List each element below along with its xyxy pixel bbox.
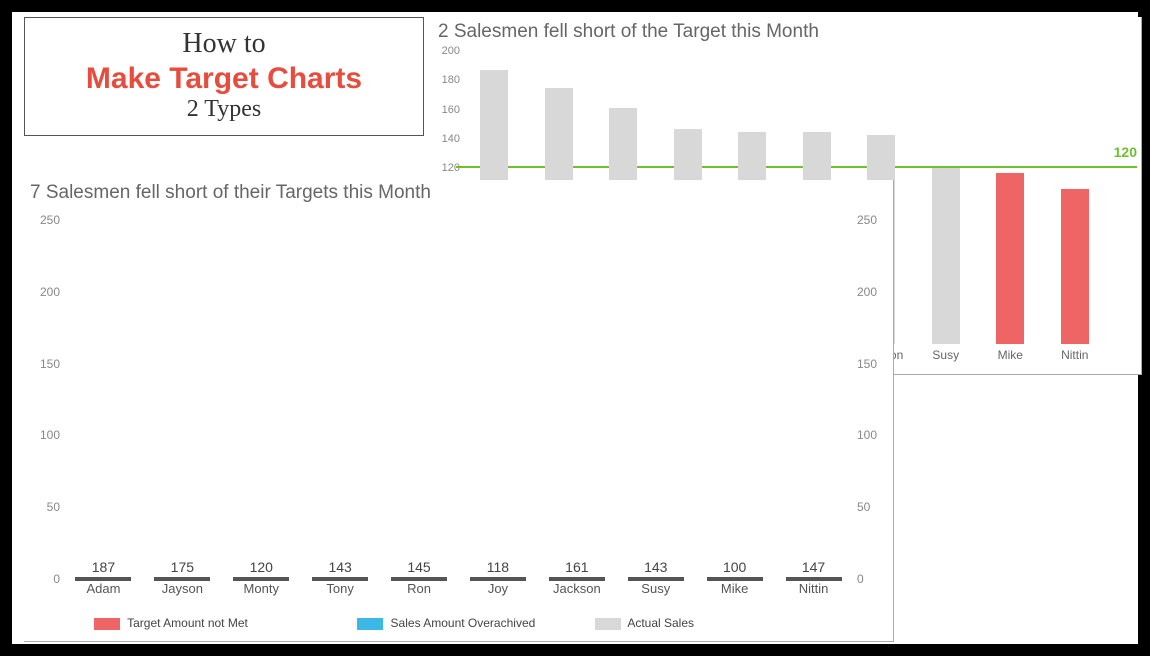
legend-label-actual: Actual Sales <box>627 616 694 630</box>
chart1-xtick: Nittin <box>799 581 829 596</box>
legend-item-notmet: Target Amount not Met <box>94 616 248 630</box>
chart2-xtick: Nittin <box>1061 348 1088 362</box>
chart1-actual-label: 145 <box>395 559 443 575</box>
chart1-xtick: Ron <box>407 581 431 596</box>
chart2-ytick: 200 <box>442 45 460 57</box>
legend-swatch-actual <box>595 618 621 630</box>
chart2-bar <box>996 173 1024 344</box>
chart1-ytick: 50 <box>857 500 870 514</box>
chart1-ytick: 150 <box>40 357 60 371</box>
chart1-actual-label: 118 <box>474 559 522 575</box>
chart1-actual-label: 143 <box>632 559 680 575</box>
legend-swatch-over <box>357 618 383 630</box>
chart2-bar <box>1061 189 1089 344</box>
chart2-xtick: Susy <box>932 348 959 362</box>
chart1-ytick: 0 <box>857 572 864 586</box>
chart1-xtick: Susy <box>641 581 670 596</box>
chart1-xtick: Tony <box>326 581 353 596</box>
chart2-ytick: 180 <box>442 74 460 86</box>
chart1-xaxis: Adam Jayson Monty Tony Ron Joy Jackson Susy Mike… <box>64 581 853 601</box>
chart2-bar <box>932 168 960 344</box>
chart-individual-targets: 7 Salesmen fell short of their Targets t… <box>24 180 894 642</box>
chart1-actual-label: 100 <box>711 559 759 575</box>
chart1-ytick: 250 <box>857 213 877 227</box>
canvas: 2 Salesmen fell short of the Target this… <box>12 12 1138 644</box>
chart1-actual-label: 147 <box>790 559 838 575</box>
chart2-ytick: 160 <box>442 104 460 116</box>
legend-swatch-notmet <box>94 618 120 630</box>
chart2-xtick: Mike <box>998 348 1023 362</box>
chart1-xtick: Adam <box>86 581 120 596</box>
title-line2: Make Target Charts <box>45 62 403 96</box>
chart1-ytick: 150 <box>857 357 877 371</box>
title-line3: 2 Types <box>45 96 403 123</box>
chart1-legend: Target Amount not Met Sales Amount Overa… <box>94 615 873 635</box>
chart1-actual-label: 120 <box>237 559 285 575</box>
chart2-ytick: 140 <box>442 133 460 145</box>
chart1-actual-label: 161 <box>553 559 601 575</box>
chart1-xtick: Mike <box>721 581 748 596</box>
chart1-yaxis-left: 050100150200250 <box>28 220 62 579</box>
chart1-actual-label: 143 <box>316 559 364 575</box>
chart1-xtick: Joy <box>488 581 508 596</box>
chart1-actual-label: 187 <box>79 559 127 575</box>
title-box: How to Make Target Charts 2 Types <box>24 17 424 136</box>
title-line1: How to <box>45 28 403 60</box>
chart1-xtick: Monty <box>244 581 279 596</box>
chart1-ytick: 200 <box>40 285 60 299</box>
legend-item-actual: Actual Sales <box>595 616 694 630</box>
chart1-xtick: Jackson <box>553 581 601 596</box>
chart1-actual-label: 175 <box>158 559 206 575</box>
chart1-xtick: Jayson <box>162 581 203 596</box>
chart1-ytick: 200 <box>857 285 877 299</box>
chart1-ytick: 100 <box>40 428 60 442</box>
legend-label-notmet: Target Amount not Met <box>127 616 248 630</box>
chart1-yaxis-right: 050100150200250 <box>855 220 889 579</box>
chart1-ytick: 0 <box>53 572 60 586</box>
chart1-ytick: 100 <box>857 428 877 442</box>
chart1-plot: 9187161756812043143341454411813161171431… <box>64 220 853 579</box>
chart2-target-label: 120 <box>1114 144 1137 160</box>
legend-label-over: Sales Amount Overachived <box>391 616 536 630</box>
chart2-title: 2 Salesmen fell short of the Target this… <box>430 17 1141 47</box>
chart1-ytick: 250 <box>40 213 60 227</box>
chart1-ytick: 50 <box>47 500 60 514</box>
chart1-title: 7 Salesmen fell short of their Targets t… <box>24 180 893 206</box>
legend-item-over: Sales Amount Overachived <box>357 616 535 630</box>
